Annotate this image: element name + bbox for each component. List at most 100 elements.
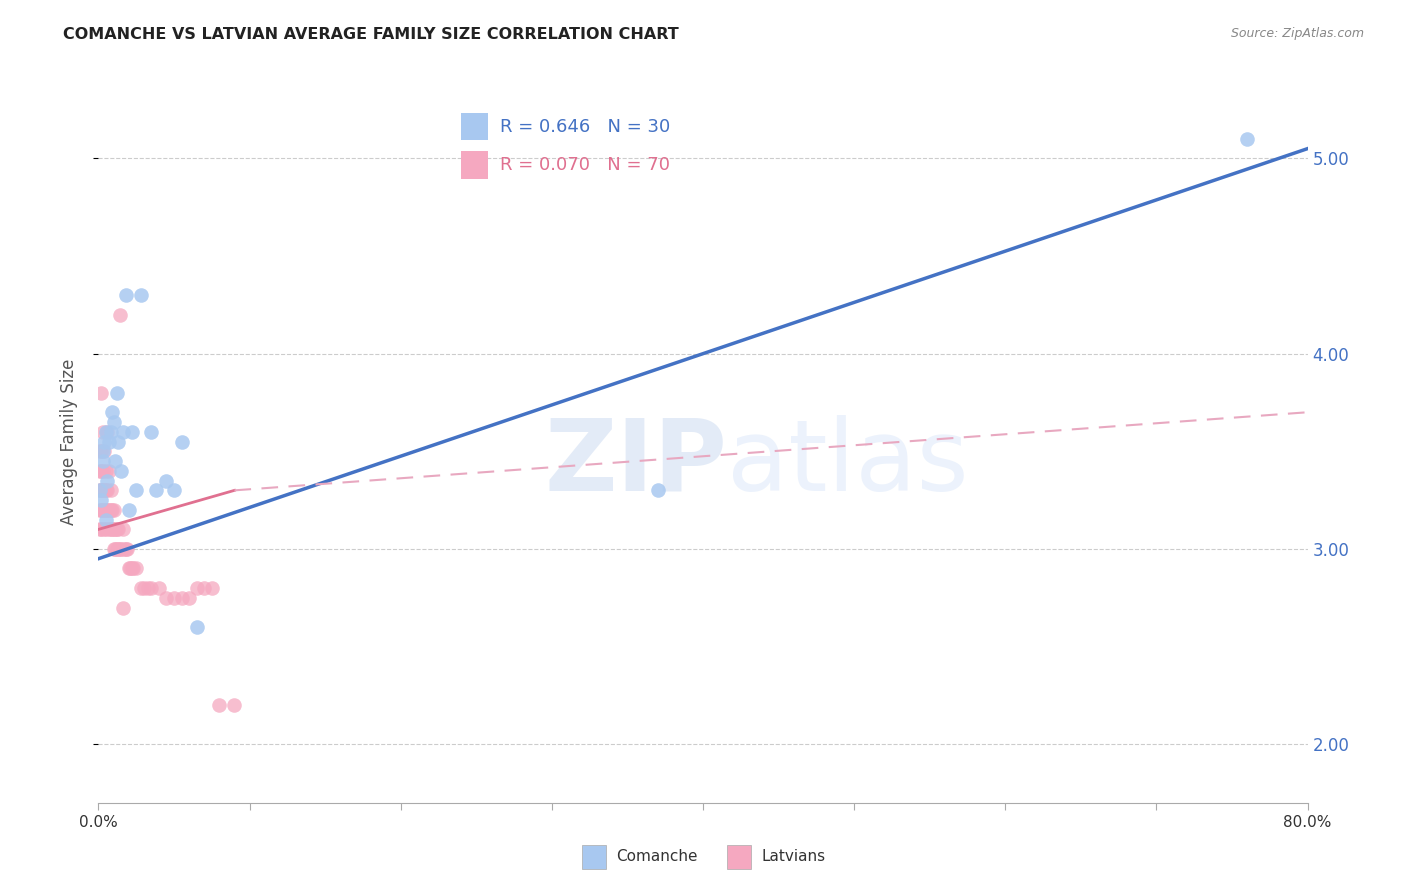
Point bbox=[108, 541, 131, 556]
Point bbox=[121, 425, 143, 439]
Point bbox=[1236, 132, 1258, 146]
Point bbox=[89, 483, 111, 498]
Point bbox=[141, 425, 163, 439]
Point bbox=[105, 523, 128, 537]
Point bbox=[90, 493, 112, 508]
FancyBboxPatch shape bbox=[461, 151, 488, 178]
Point bbox=[101, 523, 124, 537]
Point bbox=[145, 483, 167, 498]
Point bbox=[120, 561, 142, 575]
Point bbox=[101, 503, 124, 517]
Point bbox=[90, 523, 112, 537]
Point bbox=[148, 581, 170, 595]
Point bbox=[89, 444, 111, 458]
Point bbox=[90, 503, 112, 517]
Point bbox=[90, 444, 112, 458]
FancyBboxPatch shape bbox=[461, 112, 488, 140]
Point bbox=[163, 483, 186, 498]
Point bbox=[94, 523, 117, 537]
Point bbox=[94, 425, 117, 439]
Point bbox=[100, 425, 122, 439]
Point bbox=[111, 600, 134, 615]
Point bbox=[96, 425, 118, 439]
Point bbox=[94, 503, 117, 517]
Point bbox=[141, 581, 163, 595]
Point bbox=[155, 591, 177, 605]
Point bbox=[101, 405, 124, 419]
Point bbox=[110, 541, 132, 556]
Point bbox=[118, 503, 141, 517]
Point bbox=[94, 513, 117, 527]
FancyBboxPatch shape bbox=[727, 846, 751, 869]
Point bbox=[107, 541, 129, 556]
Point bbox=[93, 483, 115, 498]
Point bbox=[155, 474, 177, 488]
Point bbox=[104, 541, 127, 556]
Y-axis label: Average Family Size: Average Family Size bbox=[59, 359, 77, 524]
Point bbox=[103, 415, 125, 429]
Point bbox=[91, 425, 114, 439]
Point bbox=[100, 503, 122, 517]
Point bbox=[125, 483, 148, 498]
Point bbox=[94, 483, 117, 498]
Point bbox=[91, 464, 114, 478]
Text: R = 0.646   N = 30: R = 0.646 N = 30 bbox=[501, 118, 671, 136]
Point bbox=[111, 425, 134, 439]
Point bbox=[122, 561, 145, 575]
Point bbox=[91, 503, 114, 517]
Point bbox=[94, 464, 117, 478]
Point bbox=[118, 561, 141, 575]
Text: Comanche: Comanche bbox=[616, 849, 697, 864]
Text: atlas: atlas bbox=[727, 415, 969, 512]
Point bbox=[91, 454, 114, 468]
Point bbox=[163, 591, 186, 605]
Point bbox=[96, 503, 118, 517]
Point bbox=[100, 483, 122, 498]
Point bbox=[647, 483, 669, 498]
Point bbox=[98, 434, 121, 449]
Point bbox=[186, 581, 208, 595]
Point bbox=[90, 483, 112, 498]
Point bbox=[105, 385, 128, 400]
Point bbox=[121, 561, 143, 575]
Point bbox=[100, 523, 122, 537]
Point bbox=[89, 464, 111, 478]
Point bbox=[129, 288, 152, 302]
Point bbox=[129, 581, 152, 595]
Point bbox=[90, 385, 112, 400]
Point bbox=[103, 541, 125, 556]
Point bbox=[170, 591, 193, 605]
Point bbox=[103, 523, 125, 537]
Point bbox=[208, 698, 231, 713]
Point bbox=[93, 434, 115, 449]
Point bbox=[125, 561, 148, 575]
Point bbox=[107, 523, 129, 537]
Point bbox=[136, 581, 159, 595]
Point bbox=[90, 464, 112, 478]
Point bbox=[96, 483, 118, 498]
Point bbox=[201, 581, 224, 595]
Point bbox=[108, 308, 131, 322]
Point bbox=[91, 483, 114, 498]
Point bbox=[114, 541, 136, 556]
Point bbox=[115, 541, 138, 556]
Point bbox=[96, 474, 118, 488]
FancyBboxPatch shape bbox=[582, 846, 606, 869]
Point bbox=[98, 464, 121, 478]
Point bbox=[105, 541, 128, 556]
Point bbox=[110, 464, 132, 478]
Text: COMANCHE VS LATVIAN AVERAGE FAMILY SIZE CORRELATION CHART: COMANCHE VS LATVIAN AVERAGE FAMILY SIZE … bbox=[63, 27, 679, 42]
Text: Source: ZipAtlas.com: Source: ZipAtlas.com bbox=[1230, 27, 1364, 40]
Point bbox=[224, 698, 246, 713]
Point bbox=[93, 503, 115, 517]
Text: ZIP: ZIP bbox=[544, 415, 727, 512]
Point bbox=[107, 434, 129, 449]
Point bbox=[111, 523, 134, 537]
Point bbox=[132, 581, 155, 595]
Point bbox=[103, 503, 125, 517]
Point bbox=[89, 503, 111, 517]
Text: R = 0.070   N = 70: R = 0.070 N = 70 bbox=[501, 156, 669, 174]
Point bbox=[170, 434, 193, 449]
Point bbox=[89, 523, 111, 537]
Point bbox=[112, 541, 135, 556]
